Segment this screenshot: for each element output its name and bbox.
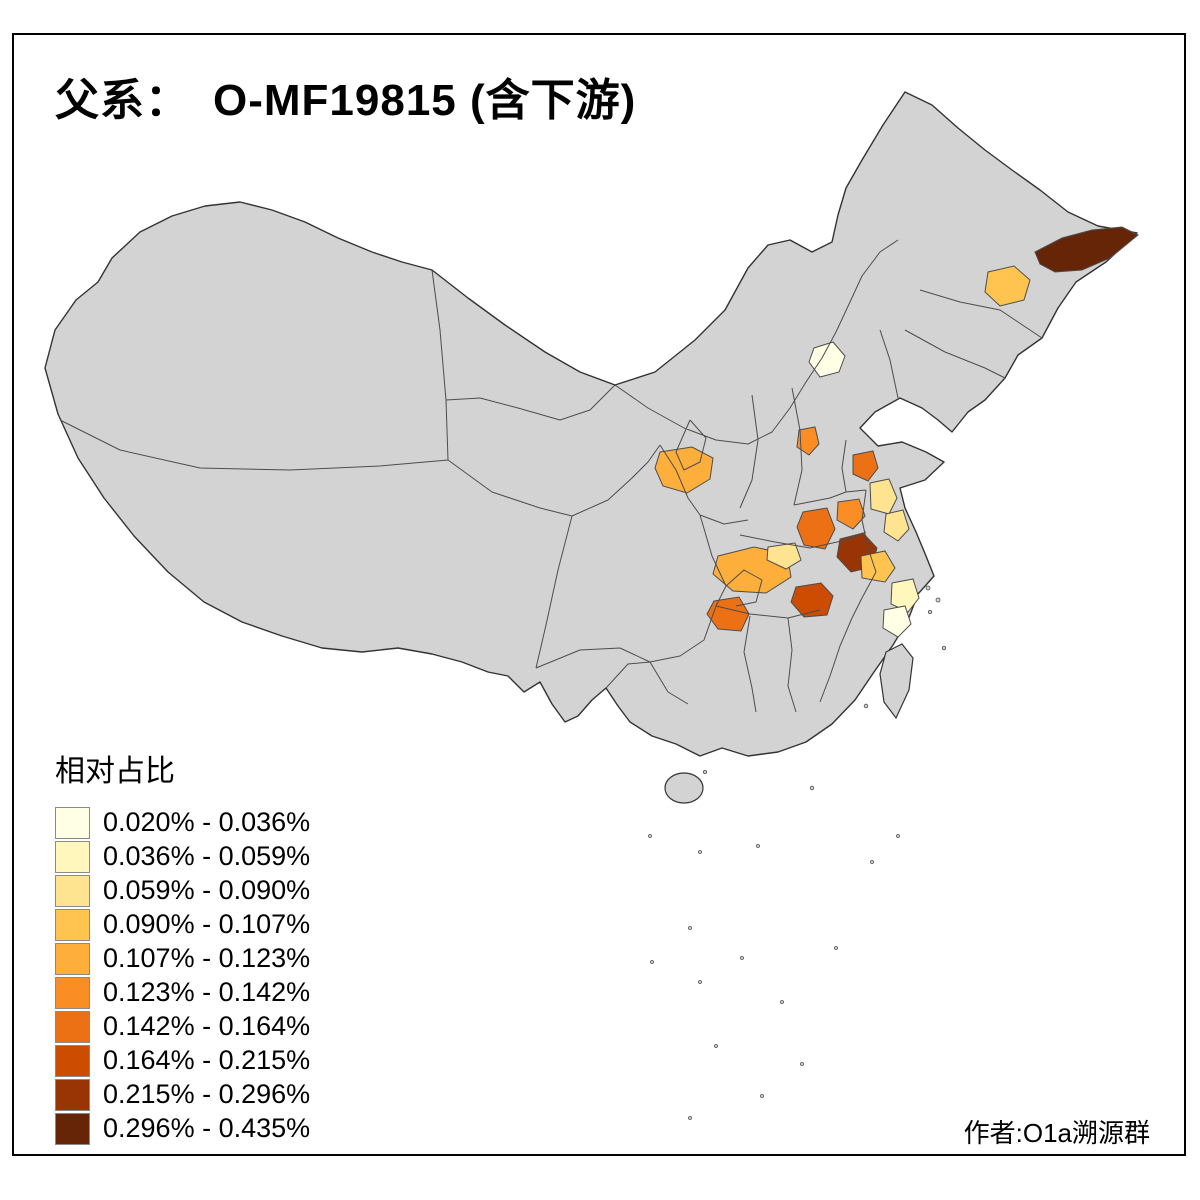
legend-item: 0.296% - 0.435% [55, 1112, 310, 1145]
legend-swatch [55, 840, 90, 873]
legend-item: 0.059% - 0.090% [55, 874, 310, 907]
legend-item: 0.164% - 0.215% [55, 1044, 310, 1077]
legend-swatch [55, 976, 90, 1009]
legend-swatch [55, 874, 90, 907]
china-mainland-outline [44, 91, 1138, 757]
legend-label: 0.296% - 0.435% [103, 1113, 311, 1143]
map-region-jiangsu-north-1 [869, 478, 898, 515]
legend-label: 0.164% - 0.215% [103, 1045, 311, 1075]
map-region-beijing-area [808, 341, 846, 378]
map-region-shanxi-central [796, 426, 820, 456]
legend-item: 0.142% - 0.164% [55, 1010, 310, 1043]
legend-label: 0.123% - 0.142% [103, 977, 311, 1007]
colored-regions [654, 226, 1139, 638]
legend-label: 0.142% - 0.164% [103, 1011, 311, 1041]
map-region-northeast-heilongjiang-east [1034, 226, 1139, 273]
legend-item: 0.090% - 0.107% [55, 908, 310, 941]
map-region-jilin-central [984, 265, 1031, 307]
legend-label: 0.107% - 0.123% [103, 943, 311, 973]
legend-item: 0.107% - 0.123% [55, 942, 310, 975]
figure-title: 父系： O-MF19815 (含下游) [55, 76, 637, 125]
legend-swatch [55, 1044, 90, 1077]
map-region-jiangsu-south [860, 550, 896, 583]
map-region-shanghai-area [890, 578, 920, 613]
hainan-island [664, 772, 704, 804]
map-region-henan-east [836, 498, 866, 530]
map-region-henan-south [796, 507, 836, 550]
legend-label: 0.036% - 0.059% [103, 841, 311, 871]
legend-swatch [55, 806, 90, 839]
legend-item: 0.123% - 0.142% [55, 976, 310, 1009]
map-region-hubei-southeast [790, 582, 834, 618]
author-credit: 作者:O1a溯源群 [963, 1118, 1150, 1148]
legend-label: 0.059% - 0.090% [103, 875, 311, 905]
map-region-zhejiang-north [882, 605, 912, 638]
taiwan-island [879, 643, 914, 720]
legend-label: 0.215% - 0.296% [103, 1079, 311, 1109]
legend-item: 0.215% - 0.296% [55, 1078, 310, 1111]
map-region-jiangsu-north-2 [883, 509, 910, 542]
legend-label: 0.020% - 0.036% [103, 807, 311, 837]
legend-items: 0.020% - 0.036% 0.036% - 0.059% 0.059% - 0… [55, 806, 310, 1145]
legend-swatch [55, 908, 90, 941]
legend-item: 0.036% - 0.059% [55, 840, 310, 873]
legend-label: 0.090% - 0.107% [103, 909, 311, 939]
legend: 相对占比 0.020% - 0.036% 0.036% - 0.059% 0.059… [55, 746, 310, 1146]
province-borders [59, 239, 1043, 713]
legend-item: 0.020% - 0.036% [55, 806, 310, 839]
map-region-shandong-west [852, 450, 879, 482]
legend-title: 相对占比 [55, 755, 175, 788]
south-china-sea-islands [648, 585, 947, 1120]
map-region-hubei-north [766, 542, 802, 570]
legend-swatch [55, 1112, 90, 1145]
legend-swatch [55, 1078, 90, 1111]
legend-swatch [55, 942, 90, 975]
legend-swatch [55, 1010, 90, 1043]
